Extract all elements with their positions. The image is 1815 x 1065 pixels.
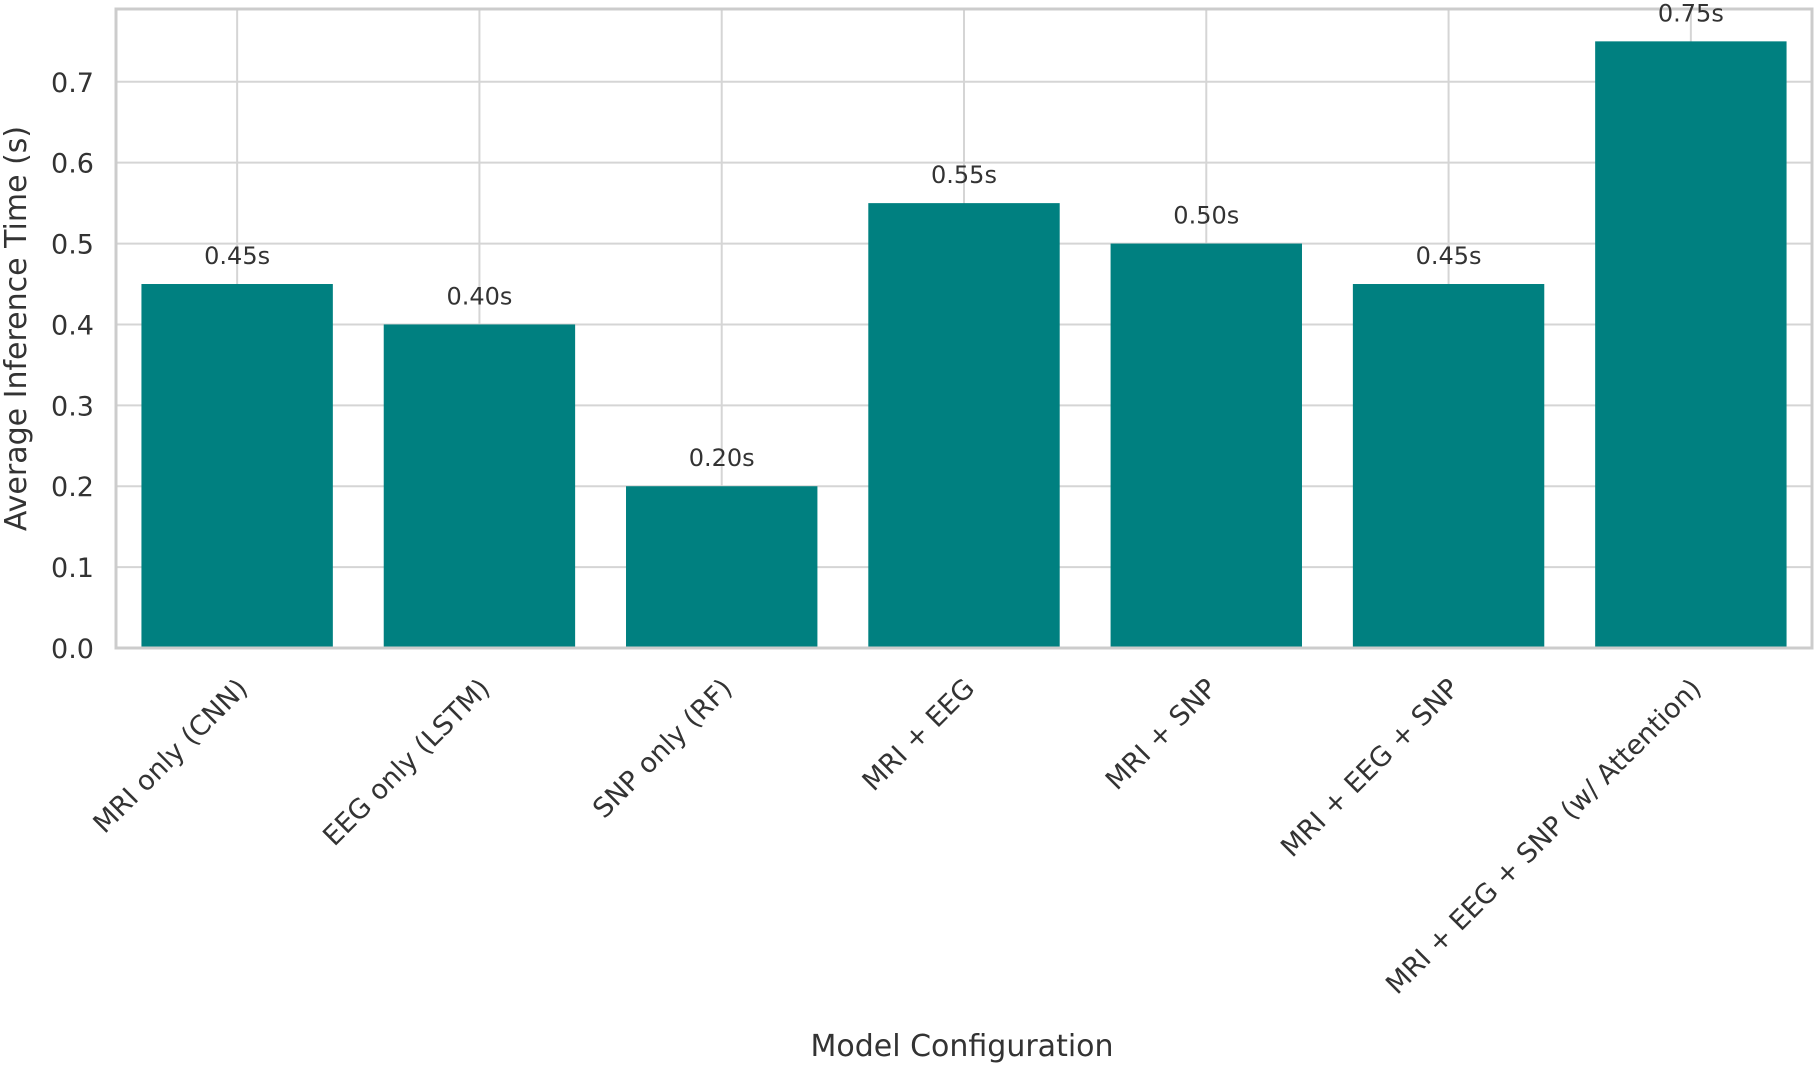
bar-value-label: 0.20s <box>689 444 755 472</box>
y-tick-label: 0.2 <box>51 472 94 503</box>
bar-value-label: 0.75s <box>1658 0 1724 27</box>
x-tick-label: SNP only (RF) <box>587 673 739 825</box>
bar-value-label: 0.50s <box>1173 202 1239 230</box>
x-tick-label: MRI only (CNN) <box>87 673 254 840</box>
x-tick-label: EEG only (LSTM) <box>317 673 496 852</box>
y-tick-label: 0.7 <box>51 68 94 99</box>
bar <box>626 486 818 648</box>
bar <box>383 324 576 648</box>
bar <box>141 284 333 648</box>
y-tick-label: 0.4 <box>51 310 94 341</box>
bar-value-label: 0.45s <box>1416 242 1482 270</box>
data-labels: 0.45s 0.40s 0.20s 0.55s 0.50s 0.45s 0.75s <box>204 0 1724 472</box>
bar-value-label: 0.55s <box>931 161 997 189</box>
y-tick-label: 0.0 <box>51 634 94 665</box>
y-tick-label: 0.5 <box>51 230 94 261</box>
bar <box>1110 243 1302 648</box>
x-tick-label: MRI + SNP <box>1100 673 1223 796</box>
y-tick-label: 0.3 <box>51 391 94 422</box>
plot-frame <box>114 7 1814 650</box>
x-tick-label: MRI + EEG <box>857 673 981 797</box>
bar <box>868 203 1060 648</box>
y-tick-label: 0.6 <box>51 149 94 180</box>
bar-value-label: 0.40s <box>446 282 512 310</box>
x-axis-ticks: MRI only (CNN) EEG only (LSTM) SNP only (R… <box>87 673 1707 1001</box>
bar-value-label: 0.45s <box>204 242 270 270</box>
y-axis-ticks: 0.0 0.1 0.2 0.3 0.4 0.5 0.6 0.7 <box>51 68 94 665</box>
x-axis-title: Model Configuration <box>810 1029 1113 1064</box>
y-tick-label: 0.1 <box>51 553 94 584</box>
x-tick-label: MRI + EEG + SNP <box>1275 673 1465 863</box>
bar <box>1595 41 1787 648</box>
bar <box>1352 284 1545 648</box>
bars <box>141 41 1787 648</box>
y-axis-title: Average Inference Time (s) <box>0 126 34 531</box>
